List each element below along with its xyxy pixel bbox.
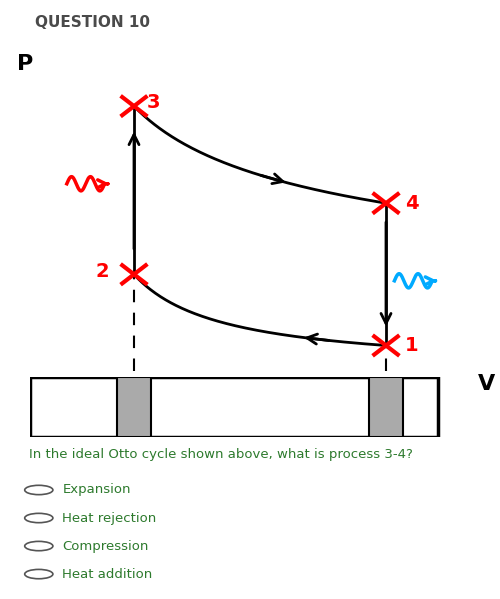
Text: 1: 1 [405, 336, 418, 355]
Text: TDC: TDC [117, 385, 151, 400]
Text: QUESTION 10: QUESTION 10 [35, 15, 150, 30]
Bar [117, 377, 151, 437]
Bar [369, 377, 403, 437]
Text: 2: 2 [95, 262, 109, 280]
Circle shape [24, 570, 53, 579]
Text: Heat addition: Heat addition [62, 568, 152, 580]
Text: 3: 3 [146, 93, 160, 113]
Text: Expansion: Expansion [62, 483, 131, 497]
Circle shape [24, 485, 53, 495]
Text: In the ideal Otto cycle shown above, what is process 3-4?: In the ideal Otto cycle shown above, wha… [30, 448, 414, 461]
Circle shape [24, 513, 53, 523]
Text: BDC: BDC [368, 385, 404, 400]
Circle shape [24, 541, 53, 550]
Text: V: V [478, 374, 496, 394]
Text: P: P [16, 55, 33, 74]
Text: 4: 4 [405, 193, 418, 213]
Text: Heat rejection: Heat rejection [62, 512, 156, 525]
Text: Compression: Compression [62, 540, 148, 552]
